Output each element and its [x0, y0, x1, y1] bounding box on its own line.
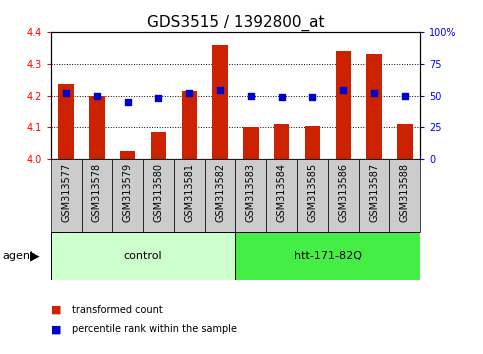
Text: percentile rank within the sample: percentile rank within the sample — [72, 324, 238, 334]
Text: GSM313581: GSM313581 — [185, 163, 194, 222]
Point — [401, 93, 409, 98]
Bar — [213, 45, 228, 159]
Point — [309, 94, 316, 100]
Bar — [397, 124, 412, 159]
FancyBboxPatch shape — [174, 159, 205, 232]
FancyBboxPatch shape — [328, 159, 358, 232]
FancyBboxPatch shape — [51, 159, 82, 232]
Text: GSM313585: GSM313585 — [308, 163, 317, 222]
Bar — [366, 54, 382, 159]
Text: ■: ■ — [51, 305, 61, 315]
Text: GSM313578: GSM313578 — [92, 163, 102, 222]
FancyBboxPatch shape — [236, 159, 266, 232]
Point — [247, 93, 255, 98]
Point — [62, 90, 70, 96]
Text: GSM313577: GSM313577 — [61, 163, 71, 222]
FancyBboxPatch shape — [51, 232, 236, 280]
Point — [155, 95, 162, 101]
Point — [278, 94, 285, 100]
Text: GSM313586: GSM313586 — [338, 163, 348, 222]
Bar — [182, 91, 197, 159]
FancyBboxPatch shape — [82, 159, 112, 232]
Text: agent: agent — [2, 251, 35, 261]
Text: GSM313579: GSM313579 — [123, 163, 133, 222]
Title: GDS3515 / 1392800_at: GDS3515 / 1392800_at — [147, 14, 324, 30]
FancyBboxPatch shape — [389, 159, 420, 232]
Bar — [305, 126, 320, 159]
Text: transformed count: transformed count — [72, 305, 163, 315]
Bar — [243, 127, 258, 159]
FancyBboxPatch shape — [112, 159, 143, 232]
Point — [340, 88, 347, 93]
FancyBboxPatch shape — [297, 159, 328, 232]
Bar — [120, 151, 135, 159]
Point — [216, 88, 224, 93]
Point — [370, 90, 378, 96]
FancyBboxPatch shape — [205, 159, 236, 232]
FancyBboxPatch shape — [236, 232, 420, 280]
FancyBboxPatch shape — [266, 159, 297, 232]
Text: control: control — [124, 251, 162, 261]
Point — [93, 93, 101, 98]
Bar — [336, 51, 351, 159]
Text: ▶: ▶ — [30, 249, 40, 262]
Text: GSM313582: GSM313582 — [215, 163, 225, 222]
Text: GSM313584: GSM313584 — [277, 163, 286, 222]
Text: GSM313583: GSM313583 — [246, 163, 256, 222]
Text: ■: ■ — [51, 324, 61, 334]
FancyBboxPatch shape — [358, 159, 389, 232]
Bar — [151, 132, 166, 159]
Text: htt-171-82Q: htt-171-82Q — [294, 251, 362, 261]
Point — [124, 99, 131, 105]
Bar — [58, 84, 74, 159]
FancyBboxPatch shape — [143, 159, 174, 232]
Text: GSM313587: GSM313587 — [369, 163, 379, 222]
Bar — [274, 124, 289, 159]
Text: GSM313588: GSM313588 — [400, 163, 410, 222]
Bar — [89, 96, 105, 159]
Text: GSM313580: GSM313580 — [154, 163, 163, 222]
Point — [185, 90, 193, 96]
